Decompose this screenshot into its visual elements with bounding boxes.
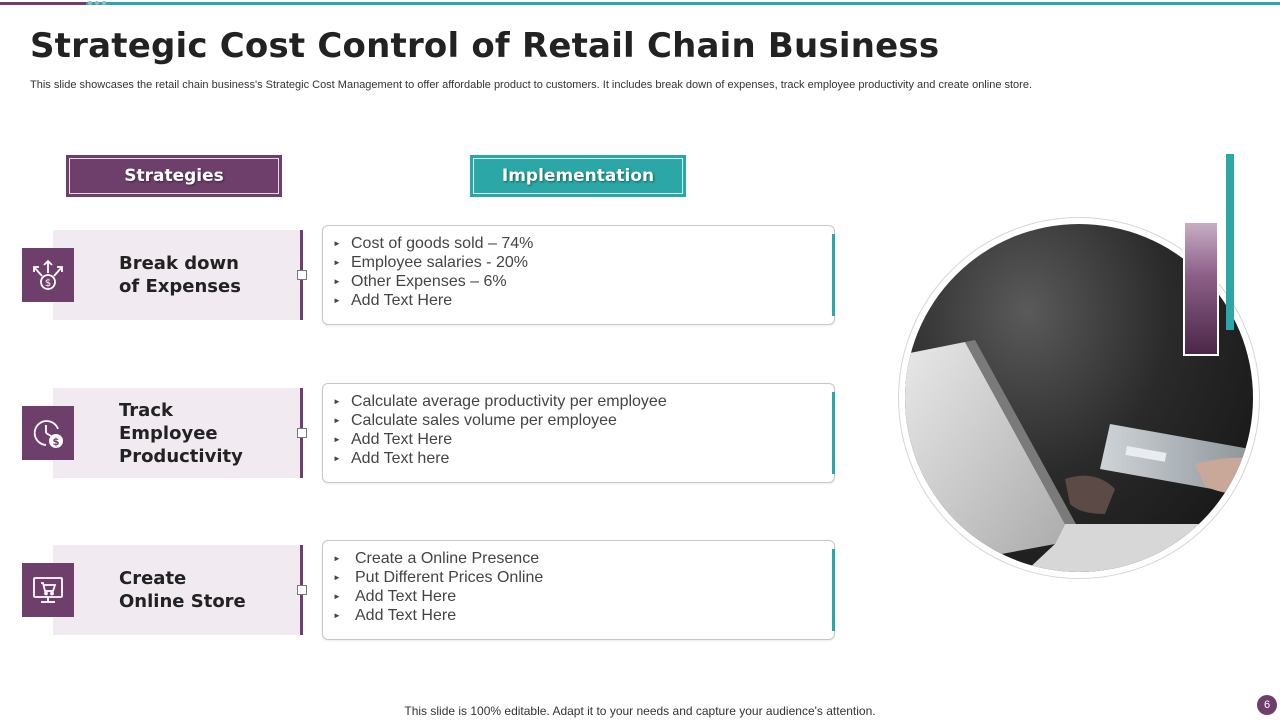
list-item-text: Add Text Here <box>355 607 457 624</box>
list-item-text: Cost of goods sold – 74% <box>351 235 534 252</box>
strategy-box: Break down of Expenses <box>53 230 303 320</box>
list-item-text: Add Text Here <box>351 292 453 309</box>
accent-bar-teal <box>1226 154 1234 330</box>
implementation-box: ► Create a Online Presence ► Put Different… <box>322 540 835 640</box>
page-number-badge: 6 <box>1257 695 1277 715</box>
implementation-list: ► Cost of goods sold – 74% ► Employee sala… <box>333 234 834 310</box>
strategy-label-line1: Track <box>119 399 173 421</box>
list-item: ► Calculate sales volume per employee <box>333 411 834 430</box>
strategy-label-line2: of Expenses <box>119 276 241 297</box>
list-item: ► Add Text Here <box>333 291 834 310</box>
list-item-text: Add Text Here <box>355 588 457 605</box>
top-accent-line <box>0 2 1280 5</box>
bullet-arrow-icon: ► <box>333 554 341 563</box>
list-item-text: Calculate sales volume per employee <box>351 412 617 429</box>
strategy-box: Track Employee Productivity <box>53 388 303 478</box>
strategy-row-productivity: Track Employee Productivity $ ► Calculate… <box>22 383 842 488</box>
strategy-row-expenses: Break down of Expenses $ ► Cost of goods … <box>22 225 842 330</box>
list-item: ► Employee salaries - 20% <box>333 253 834 272</box>
strategy-box: Create Online Store <box>53 545 303 635</box>
bullet-arrow-icon: ► <box>333 573 341 582</box>
strategy-label-line1: Create <box>119 568 187 589</box>
row-connector <box>297 585 307 595</box>
productivity-clock-icon: $ <box>22 406 74 460</box>
expenses-breakdown-icon: $ <box>22 248 74 302</box>
bullet-arrow-icon: ► <box>333 258 341 267</box>
strategy-label: Track Employee Productivity <box>119 388 303 478</box>
bullet-arrow-icon: ► <box>333 435 341 444</box>
implementation-header: Implementation <box>470 155 686 197</box>
bullet-arrow-icon: ► <box>333 611 341 620</box>
strategy-label-line1: Break down <box>119 253 239 274</box>
strategy-label-line2: Employee Productivity <box>119 422 243 467</box>
top-dots <box>88 1 106 5</box>
implementation-box: ► Calculate average productivity per empl… <box>322 383 835 483</box>
list-item: ► Add Text Here <box>333 587 834 606</box>
list-item: ► Add Text Here <box>333 430 834 449</box>
list-item-text: Put Different Prices Online <box>355 569 544 586</box>
list-item-text: Create a Online Presence <box>355 550 540 567</box>
implementation-list: ► Create a Online Presence ► Put Different… <box>333 549 834 625</box>
top-accent-line-purple <box>0 2 86 5</box>
list-item: ► Cost of goods sold – 74% <box>333 234 834 253</box>
accent-bar-purple <box>1183 221 1219 356</box>
implementation-box: ► Cost of goods sold – 74% ► Employee sala… <box>322 225 835 325</box>
bullet-arrow-icon: ► <box>333 454 341 463</box>
list-item: ► Put Different Prices Online <box>333 568 834 587</box>
online-store-monitor-icon <box>22 563 74 617</box>
implementation-list: ► Calculate average productivity per empl… <box>333 392 834 468</box>
slide-subtitle: This slide showcases the retail chain bu… <box>30 79 1032 91</box>
strategy-label: Create Online Store <box>119 545 246 635</box>
list-item: ► Add Text Here <box>333 606 834 625</box>
bullet-arrow-icon: ► <box>333 592 341 601</box>
list-item-text: Add Text Here <box>351 431 453 448</box>
bullet-arrow-icon: ► <box>333 239 341 248</box>
list-item: ► Add Text here <box>333 449 834 468</box>
strategy-row-online-store: Create Online Store ► Create a Online Pre… <box>22 540 842 645</box>
bullet-arrow-icon: ► <box>333 397 341 406</box>
slide-footer: This slide is 100% editable. Adapt it to… <box>404 704 876 718</box>
strategy-label-line2: Online Store <box>119 591 246 612</box>
bullet-arrow-icon: ► <box>333 296 341 305</box>
slide-title: Strategic Cost Control of Retail Chain B… <box>30 26 940 66</box>
row-connector <box>297 428 307 438</box>
list-item: ► Other Expenses – 6% <box>333 272 834 291</box>
strategies-header: Strategies <box>66 155 282 197</box>
list-item-text: Employee salaries - 20% <box>351 254 528 271</box>
list-item: ► Create a Online Presence <box>333 549 834 568</box>
row-connector <box>297 270 307 280</box>
svg-text:$: $ <box>45 278 51 289</box>
list-item: ► Calculate average productivity per empl… <box>333 392 834 411</box>
list-item-text: Add Text here <box>351 450 450 467</box>
list-item-text: Other Expenses – 6% <box>351 273 507 290</box>
bullet-arrow-icon: ► <box>333 277 341 286</box>
list-item-text: Calculate average productivity per emplo… <box>351 393 667 410</box>
svg-text:$: $ <box>53 437 60 448</box>
bullet-arrow-icon: ► <box>333 416 341 425</box>
strategy-label: Break down of Expenses <box>119 230 241 320</box>
